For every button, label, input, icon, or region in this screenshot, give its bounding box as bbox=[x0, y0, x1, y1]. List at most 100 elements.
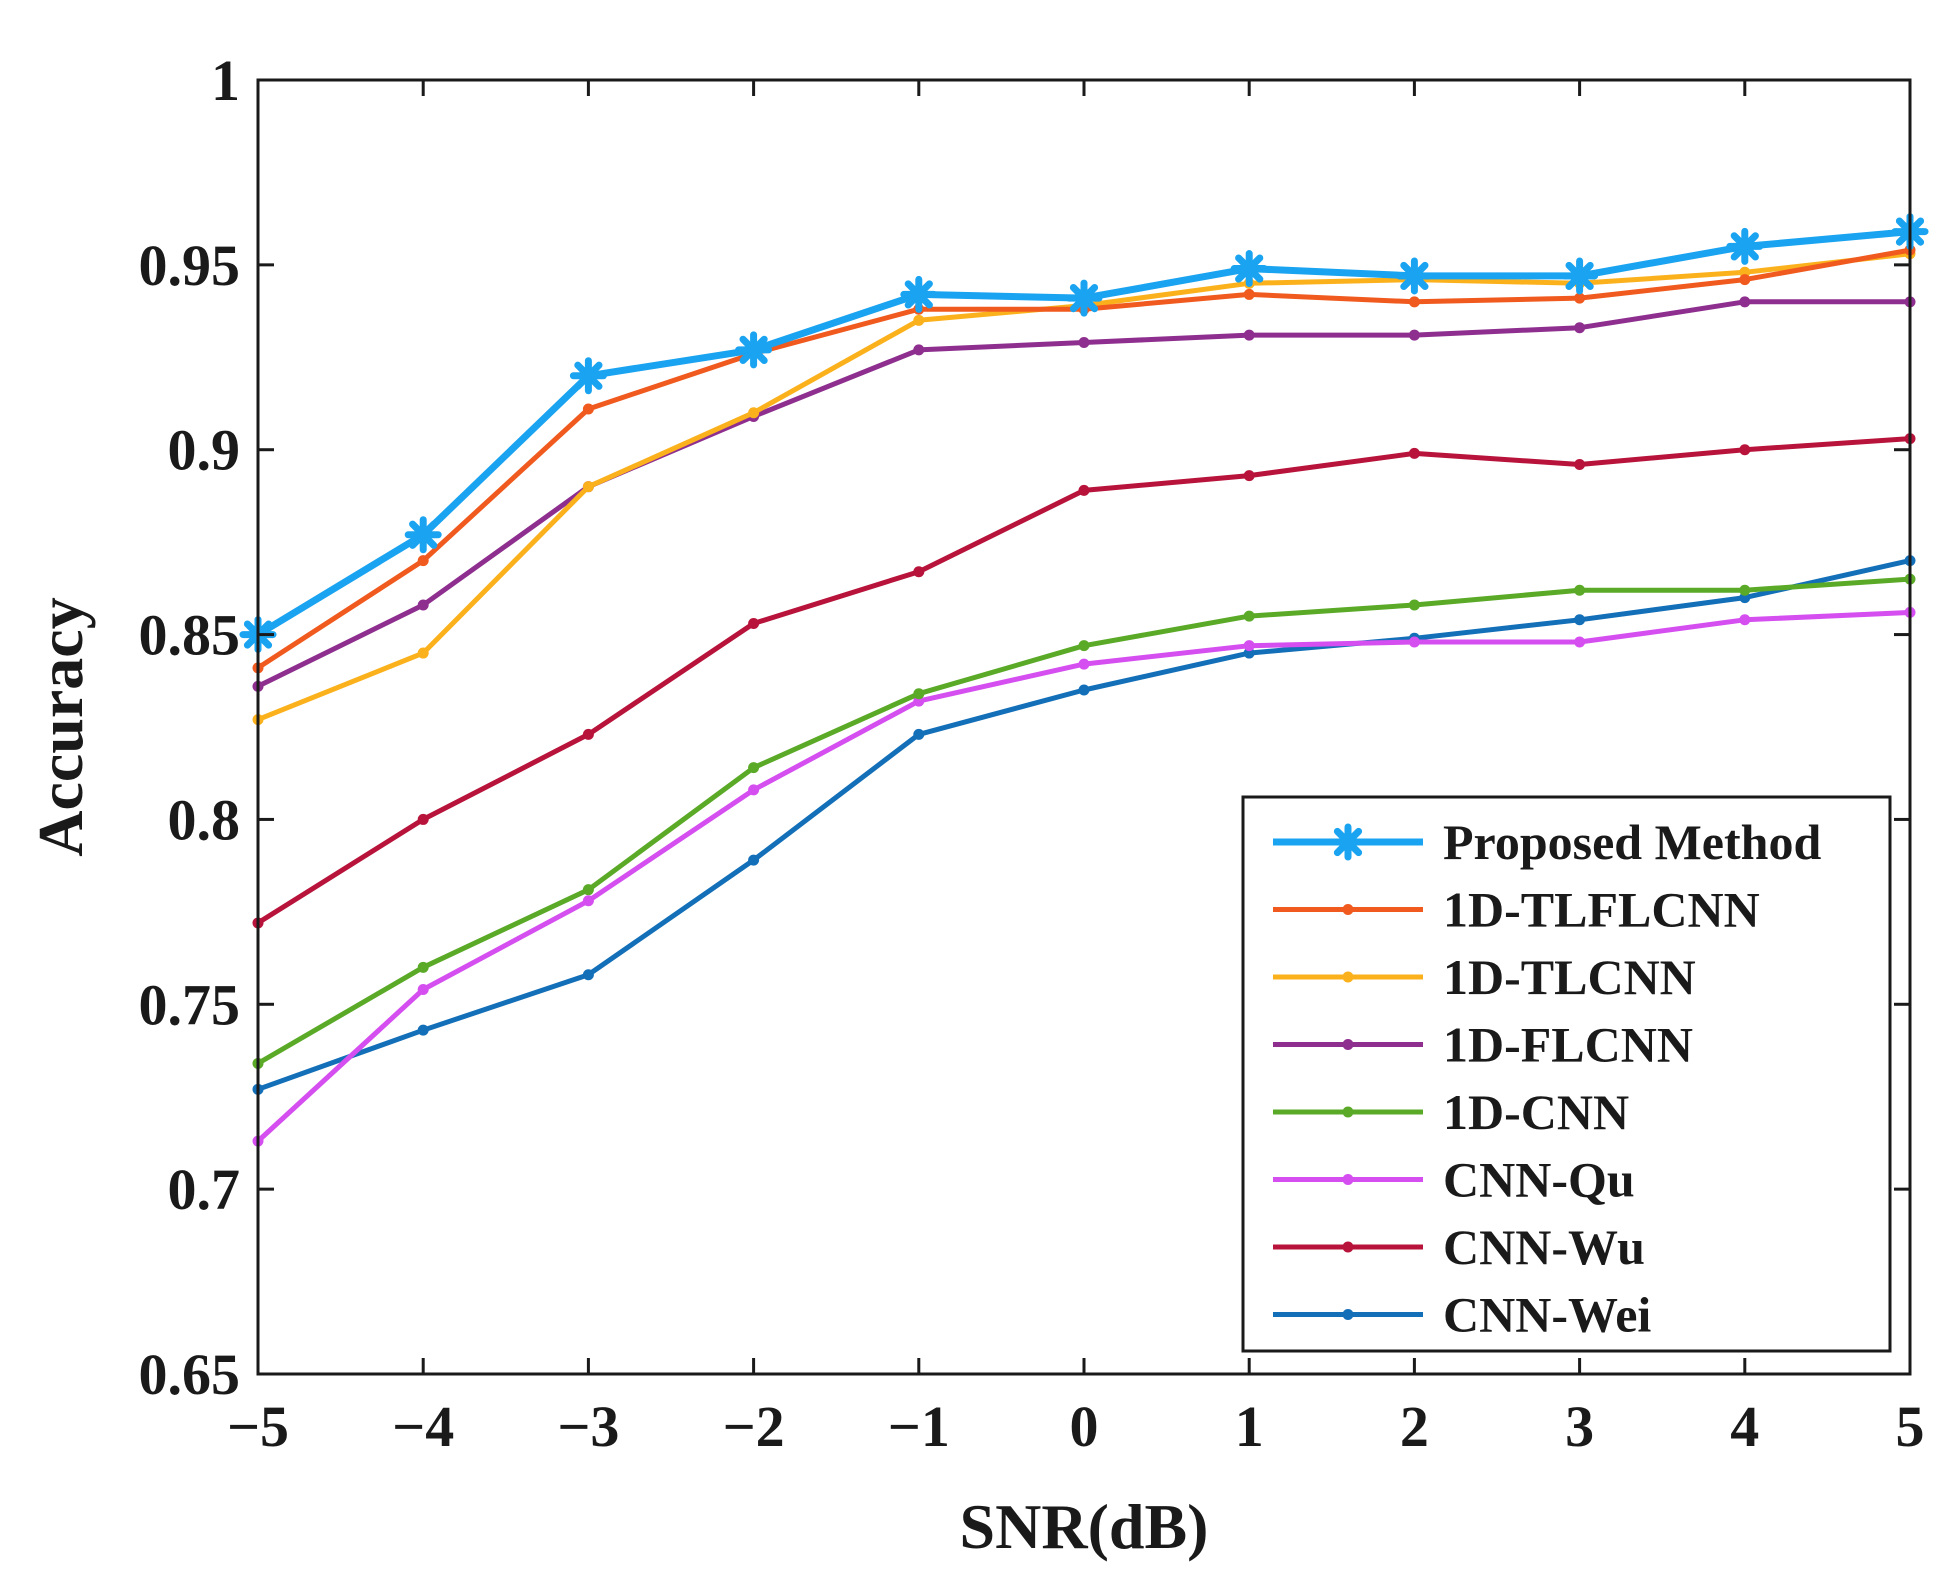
data-point-marker bbox=[1243, 610, 1255, 622]
x-axis-label: SNR(dB) bbox=[960, 1491, 1209, 1562]
legend: Proposed Method 1D-TLFLCNN 1D-TLCNN 1D-FLCN… bbox=[1241, 795, 1892, 1353]
data-point-marker bbox=[748, 762, 760, 774]
data-point-marker bbox=[913, 344, 925, 356]
data-point-marker bbox=[1574, 459, 1586, 471]
data-point-marker bbox=[1739, 584, 1751, 596]
data-point-marker bbox=[1726, 227, 1764, 265]
x-tick-label: 0 bbox=[1070, 1394, 1099, 1459]
data-point-marker bbox=[1243, 640, 1255, 652]
data-point-marker bbox=[735, 331, 773, 369]
series-1d-cnn bbox=[252, 573, 1916, 1069]
series-layer bbox=[239, 213, 1929, 1147]
legend-label: 1D-FLCNN bbox=[1443, 1017, 1693, 1073]
x-tick-label: 1 bbox=[1235, 1394, 1264, 1459]
data-point-marker bbox=[913, 688, 925, 700]
data-point-marker bbox=[1243, 470, 1255, 482]
legend-marker bbox=[1342, 904, 1354, 915]
legend-marker bbox=[1342, 1174, 1354, 1185]
x-tick-label: −5 bbox=[227, 1394, 289, 1459]
data-point-marker bbox=[569, 357, 607, 395]
data-point-marker bbox=[1243, 329, 1255, 341]
legend-box bbox=[1241, 795, 1892, 1353]
asterisk-stroke bbox=[409, 520, 438, 549]
data-point-marker bbox=[1078, 640, 1090, 652]
y-tick-label: 0.75 bbox=[139, 972, 241, 1037]
data-point-marker bbox=[417, 599, 429, 611]
data-point-marker bbox=[582, 481, 594, 493]
x-tick-label: 5 bbox=[1896, 1394, 1925, 1459]
data-point-marker bbox=[417, 1024, 429, 1036]
asterisk-stroke bbox=[1730, 232, 1759, 261]
legend-marker bbox=[1342, 1241, 1354, 1253]
legend-label: Proposed Method bbox=[1443, 814, 1821, 870]
data-point-marker bbox=[748, 854, 760, 866]
x-tick-label: 2 bbox=[1400, 1394, 1429, 1459]
legend-entry: 1D-FLCNN bbox=[1273, 1017, 1693, 1073]
asterisk-stroke bbox=[1069, 284, 1099, 313]
asterisk-stroke bbox=[574, 361, 603, 390]
asterisk-stroke bbox=[1235, 254, 1264, 283]
x-tick-label: 4 bbox=[1730, 1394, 1759, 1459]
legend-label: CNN-Wei bbox=[1443, 1287, 1651, 1343]
legend-marker bbox=[1342, 1039, 1354, 1050]
y-axis-label: Accuracy bbox=[25, 597, 96, 856]
data-point-marker bbox=[913, 728, 925, 740]
data-point-marker bbox=[1408, 296, 1420, 308]
legend-entry: Proposed Method bbox=[1273, 814, 1821, 870]
data-point-marker bbox=[1408, 636, 1420, 648]
asterisk-stroke bbox=[1400, 261, 1429, 291]
data-point-marker bbox=[1230, 250, 1268, 288]
asterisk-stroke bbox=[739, 335, 768, 364]
data-point-marker bbox=[582, 895, 594, 907]
data-point-marker bbox=[1065, 279, 1103, 317]
legend-label: 1D-CNN bbox=[1443, 1084, 1629, 1140]
data-point-marker bbox=[748, 407, 760, 419]
data-point-marker bbox=[582, 969, 594, 981]
data-point-marker bbox=[1739, 614, 1751, 626]
legend-label: CNN-Qu bbox=[1443, 1152, 1635, 1208]
data-point-marker bbox=[1739, 444, 1751, 456]
data-point-marker bbox=[913, 566, 925, 578]
y-tick-label: 0.9 bbox=[168, 418, 241, 483]
legend-entry: 1D-TLCNN bbox=[1273, 949, 1696, 1005]
y-tick-label: 0.65 bbox=[139, 1342, 241, 1407]
data-point-marker bbox=[900, 275, 938, 313]
data-point-marker bbox=[582, 403, 594, 415]
y-tick-label: 0.95 bbox=[139, 233, 241, 298]
data-point-marker bbox=[1574, 322, 1586, 334]
x-tick-label: −1 bbox=[888, 1394, 950, 1459]
asterisk-stroke bbox=[1333, 827, 1363, 857]
legend-label: CNN-Wu bbox=[1443, 1219, 1645, 1275]
legend-marker bbox=[1342, 971, 1354, 983]
data-point-marker bbox=[1243, 288, 1255, 300]
legend-entry: CNN-Qu bbox=[1273, 1152, 1635, 1208]
data-point-marker bbox=[1395, 257, 1433, 295]
y-tick-label: 0.7 bbox=[168, 1157, 241, 1222]
data-point-marker bbox=[1574, 584, 1586, 596]
data-point-marker bbox=[404, 516, 442, 554]
x-tick-label: 3 bbox=[1565, 1394, 1594, 1459]
asterisk-stroke bbox=[904, 280, 933, 309]
data-point-marker bbox=[1574, 292, 1586, 304]
axes-layer: 0.65 0.7 0.75 0.8 0.85 0.9 0.95 1 −5 −4 −3 −2 −1 0 1 2 3… bbox=[139, 48, 1925, 1459]
data-point-marker bbox=[417, 983, 429, 995]
x-tick-label: −3 bbox=[557, 1394, 619, 1459]
legend-marker bbox=[1342, 1106, 1354, 1118]
legend-entry: 1D-CNN bbox=[1273, 1084, 1629, 1140]
data-point-marker bbox=[748, 617, 760, 629]
data-point-marker bbox=[1574, 636, 1586, 648]
data-point-marker bbox=[1408, 599, 1420, 611]
data-point-marker bbox=[417, 647, 429, 659]
legend-marker bbox=[1342, 1309, 1354, 1320]
data-point-marker bbox=[1078, 658, 1090, 670]
legend-entry: CNN-Wu bbox=[1273, 1219, 1645, 1275]
data-point-marker bbox=[1739, 274, 1751, 286]
data-point-marker bbox=[417, 813, 429, 825]
data-point-marker bbox=[417, 555, 429, 567]
asterisk-stroke bbox=[1565, 261, 1594, 291]
data-point-marker bbox=[1561, 257, 1599, 295]
series-cnn-qu bbox=[252, 606, 1916, 1147]
legend-entry: 1D-TLFLCNN bbox=[1273, 882, 1760, 938]
